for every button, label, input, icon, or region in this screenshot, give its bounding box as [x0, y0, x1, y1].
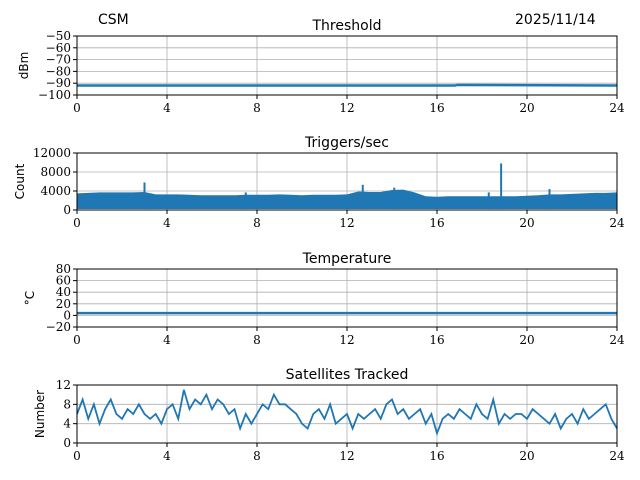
y-tick-label: 80 — [56, 262, 71, 276]
series-line — [77, 83, 618, 87]
y-tick-label: 8 — [63, 397, 71, 411]
x-tick-label: 12 — [339, 101, 354, 115]
y-tick-label: 0 — [63, 436, 71, 450]
x-tick-label: 20 — [519, 449, 534, 463]
x-tick-label: 24 — [609, 101, 625, 115]
x-tick-label: 16 — [429, 449, 444, 463]
y-tick-label: −90 — [46, 76, 71, 90]
x-tick-label: 20 — [519, 333, 534, 347]
x-tick-label: 24 — [609, 216, 625, 230]
y-tick-label: −60 — [46, 41, 71, 55]
x-tick-label: 20 — [519, 101, 534, 115]
plot-frame — [76, 152, 618, 211]
x-tick-label: 0 — [73, 101, 81, 115]
y-tick-label: −50 — [46, 29, 71, 43]
x-tick-label: 4 — [163, 216, 171, 230]
y-axis-label: Count — [13, 163, 27, 199]
y-tick-label: −70 — [46, 53, 71, 67]
chart-title: Triggers/sec — [304, 135, 389, 151]
y-tick-label: 0 — [63, 203, 71, 217]
x-tick-label: 8 — [253, 101, 261, 115]
x-tick-label: 4 — [163, 333, 171, 347]
plot-frame — [76, 268, 618, 328]
x-tick-label: 24 — [609, 449, 625, 463]
x-tick-label: 24 — [609, 333, 625, 347]
y-tick-label: 40 — [56, 285, 71, 299]
y-tick-label: 12 — [56, 378, 71, 392]
y-tick-label: 8000 — [40, 165, 71, 179]
y-tick-label: −20 — [46, 320, 71, 334]
x-tick-label: 8 — [253, 216, 261, 230]
y-tick-label: 4 — [63, 417, 71, 431]
x-tick-label: 8 — [253, 449, 261, 463]
series-line — [76, 389, 618, 437]
x-tick-label: 16 — [429, 216, 444, 230]
x-tick-label: 4 — [163, 449, 171, 463]
x-tick-label: 20 — [519, 216, 534, 230]
plot-frame — [76, 35, 618, 96]
chart-title: Temperature — [302, 251, 392, 267]
y-tick-label: −80 — [46, 64, 71, 78]
y-tick-label: 20 — [56, 297, 71, 311]
trigger-band — [77, 189, 617, 210]
y-axis-label: dBm — [17, 52, 31, 80]
x-tick-label: 12 — [339, 449, 354, 463]
x-tick-label: 12 — [339, 333, 354, 347]
x-tick-label: 8 — [253, 333, 261, 347]
y-axis-label: °C — [23, 291, 37, 305]
x-tick-label: 12 — [339, 216, 354, 230]
x-tick-label: 0 — [73, 216, 81, 230]
station-label: CSM — [98, 12, 129, 28]
x-tick-label: 0 — [73, 333, 81, 347]
x-tick-label: 0 — [73, 449, 81, 463]
y-tick-label: 4000 — [40, 184, 71, 198]
y-tick-label: 60 — [56, 274, 71, 288]
x-tick-label: 4 — [163, 101, 171, 115]
date-label: 2025/11/14 — [515, 12, 596, 28]
chart-title: Threshold — [312, 18, 382, 34]
y-tick-label: 0 — [63, 308, 71, 322]
y-tick-label: 12000 — [33, 146, 71, 160]
y-tick-label: −100 — [38, 88, 71, 102]
y-axis-label: Number — [33, 390, 47, 438]
plot-frame — [76, 384, 618, 444]
x-tick-label: 16 — [429, 101, 444, 115]
chart-title: Satellites Tracked — [286, 367, 409, 383]
x-tick-label: 16 — [429, 333, 444, 347]
